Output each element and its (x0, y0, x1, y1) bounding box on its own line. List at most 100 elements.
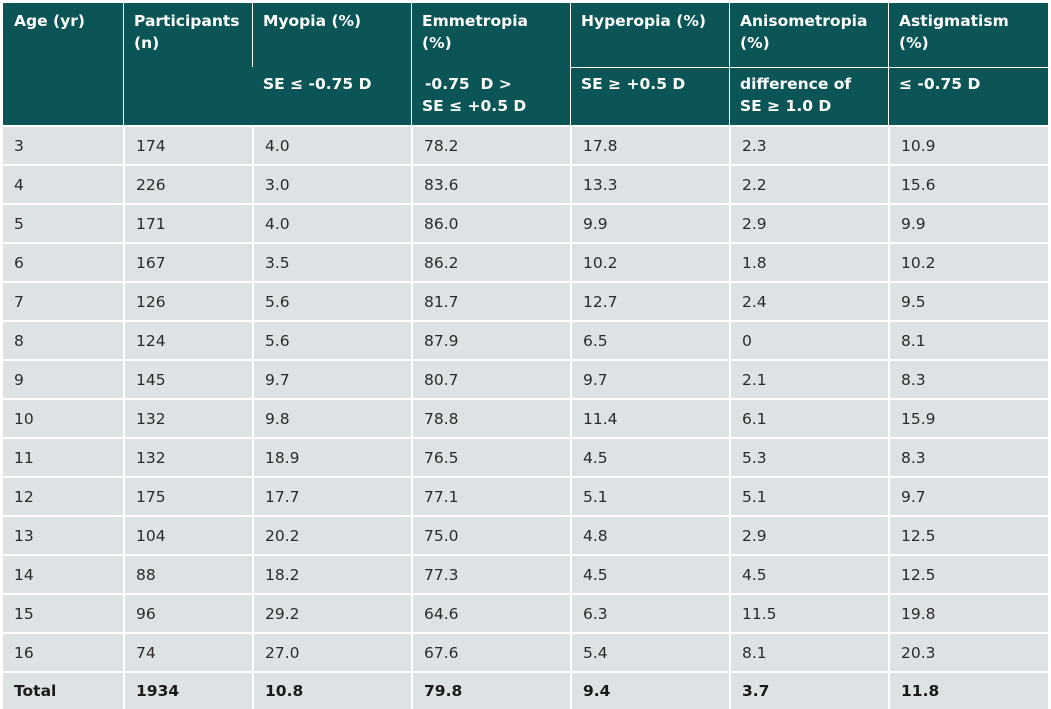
cell-participants: 226 (123, 164, 252, 203)
subheader-emmetropia: -0.75 D > SE ≤ +0.5 D (411, 67, 570, 125)
cell-emmetropia: 80.7 (411, 359, 570, 398)
table-header: Age (yr) Participants (n) Myopia (%) Emm… (3, 3, 1048, 125)
cell-astigmatism: 9.5 (888, 281, 1048, 320)
cell-participants: 174 (123, 125, 252, 164)
table-row: 7 126 5.6 81.7 12.7 2.4 9.5 (3, 281, 1048, 320)
table-row: 13 104 20.2 75.0 4.8 2.9 12.5 (3, 515, 1048, 554)
cell-hyperopia: 9.9 (570, 203, 729, 242)
cell-hyperopia: 5.4 (570, 632, 729, 671)
subheader-anisometropia-line2: SE ≥ 1.0 D (740, 97, 832, 115)
cell-anisometropia: 2.2 (729, 164, 888, 203)
cell-astigmatism: 8.3 (888, 437, 1048, 476)
cell-myopia: 17.7 (252, 476, 411, 515)
cell-participants: 104 (123, 515, 252, 554)
cell-participants: 132 (123, 437, 252, 476)
cell-participants: 171 (123, 203, 252, 242)
cell-astigmatism: 9.9 (888, 203, 1048, 242)
cell-myopia: 9.8 (252, 398, 411, 437)
total-cell-astigmatism: 11.8 (888, 671, 1048, 709)
cell-age: 11 (3, 437, 123, 476)
cell-hyperopia: 10.2 (570, 242, 729, 281)
header-anisometropia: Anisometropia (%) (729, 3, 888, 67)
cell-anisometropia: 2.3 (729, 125, 888, 164)
cell-participants: 126 (123, 281, 252, 320)
cell-emmetropia: 78.8 (411, 398, 570, 437)
subheader-anisometropia-line1: difference of (740, 75, 852, 93)
cell-age: 13 (3, 515, 123, 554)
cell-emmetropia: 81.7 (411, 281, 570, 320)
cell-age: 9 (3, 359, 123, 398)
cell-anisometropia: 4.5 (729, 554, 888, 593)
cell-age: 3 (3, 125, 123, 164)
cell-age: 4 (3, 164, 123, 203)
cell-hyperopia: 11.4 (570, 398, 729, 437)
total-cell-myopia: 10.8 (252, 671, 411, 709)
cell-emmetropia: 75.0 (411, 515, 570, 554)
cell-age: 12 (3, 476, 123, 515)
cell-age: 7 (3, 281, 123, 320)
header-myopia: Myopia (%) (252, 3, 411, 67)
cell-anisometropia: 1.8 (729, 242, 888, 281)
cell-myopia: 5.6 (252, 320, 411, 359)
cell-hyperopia: 9.7 (570, 359, 729, 398)
total-cell-participants: 1934 (123, 671, 252, 709)
header-participants: Participants (n) (123, 3, 252, 125)
table-row: 12 175 17.7 77.1 5.1 5.1 9.7 (3, 476, 1048, 515)
table-row: 6 167 3.5 86.2 10.2 1.8 10.2 (3, 242, 1048, 281)
cell-emmetropia: 76.5 (411, 437, 570, 476)
total-cell-age: Total (3, 671, 123, 709)
cell-participants: 96 (123, 593, 252, 632)
cell-myopia: 18.2 (252, 554, 411, 593)
subheader-anisometropia: difference of SE ≥ 1.0 D (729, 67, 888, 125)
cell-astigmatism: 9.7 (888, 476, 1048, 515)
cell-myopia: 5.6 (252, 281, 411, 320)
table-body: 3 174 4.0 78.2 17.8 2.3 10.9 4 226 3.0 83.6 13.3 2.2… (3, 125, 1048, 709)
cell-anisometropia: 5.3 (729, 437, 888, 476)
cell-anisometropia: 2.4 (729, 281, 888, 320)
cell-participants: 88 (123, 554, 252, 593)
cell-astigmatism: 12.5 (888, 554, 1048, 593)
cell-participants: 74 (123, 632, 252, 671)
table-row: 8 124 5.6 87.9 6.5 0 8.1 (3, 320, 1048, 359)
cell-hyperopia: 4.5 (570, 554, 729, 593)
table-row: 5 171 4.0 86.0 9.9 2.9 9.9 (3, 203, 1048, 242)
cell-emmetropia: 87.9 (411, 320, 570, 359)
cell-anisometropia: 2.9 (729, 203, 888, 242)
subheader-astigmatism: ≤ -0.75 D (888, 67, 1048, 125)
cell-participants: 175 (123, 476, 252, 515)
cell-astigmatism: 19.8 (888, 593, 1048, 632)
cell-anisometropia: 5.1 (729, 476, 888, 515)
cell-age: 8 (3, 320, 123, 359)
cell-myopia: 29.2 (252, 593, 411, 632)
cell-hyperopia: 17.8 (570, 125, 729, 164)
cell-astigmatism: 12.5 (888, 515, 1048, 554)
subheader-hyperopia: SE ≥ +0.5 D (570, 67, 729, 125)
cell-astigmatism: 10.9 (888, 125, 1048, 164)
table-row: 4 226 3.0 83.6 13.3 2.2 15.6 (3, 164, 1048, 203)
cell-hyperopia: 12.7 (570, 281, 729, 320)
cell-emmetropia: 86.0 (411, 203, 570, 242)
cell-hyperopia: 13.3 (570, 164, 729, 203)
subheader-emmetropia-line1: -0.75 D > (425, 75, 512, 93)
cell-astigmatism: 15.9 (888, 398, 1048, 437)
table-row: 15 96 29.2 64.6 6.3 11.5 19.8 (3, 593, 1048, 632)
cell-participants: 124 (123, 320, 252, 359)
cell-participants: 145 (123, 359, 252, 398)
cell-age: 14 (3, 554, 123, 593)
subheader-emmetropia-line2: SE ≤ +0.5 D (422, 97, 527, 115)
cell-astigmatism: 15.6 (888, 164, 1048, 203)
cell-myopia: 3.0 (252, 164, 411, 203)
refractive-error-table: Age (yr) Participants (n) Myopia (%) Emm… (3, 3, 1048, 709)
cell-anisometropia: 8.1 (729, 632, 888, 671)
cell-anisometropia: 2.9 (729, 515, 888, 554)
cell-anisometropia: 2.1 (729, 359, 888, 398)
cell-myopia: 3.5 (252, 242, 411, 281)
cell-age: 15 (3, 593, 123, 632)
cell-emmetropia: 86.2 (411, 242, 570, 281)
cell-age: 16 (3, 632, 123, 671)
cell-myopia: 27.0 (252, 632, 411, 671)
cell-emmetropia: 83.6 (411, 164, 570, 203)
cell-emmetropia: 64.6 (411, 593, 570, 632)
total-cell-anisometropia: 3.7 (729, 671, 888, 709)
